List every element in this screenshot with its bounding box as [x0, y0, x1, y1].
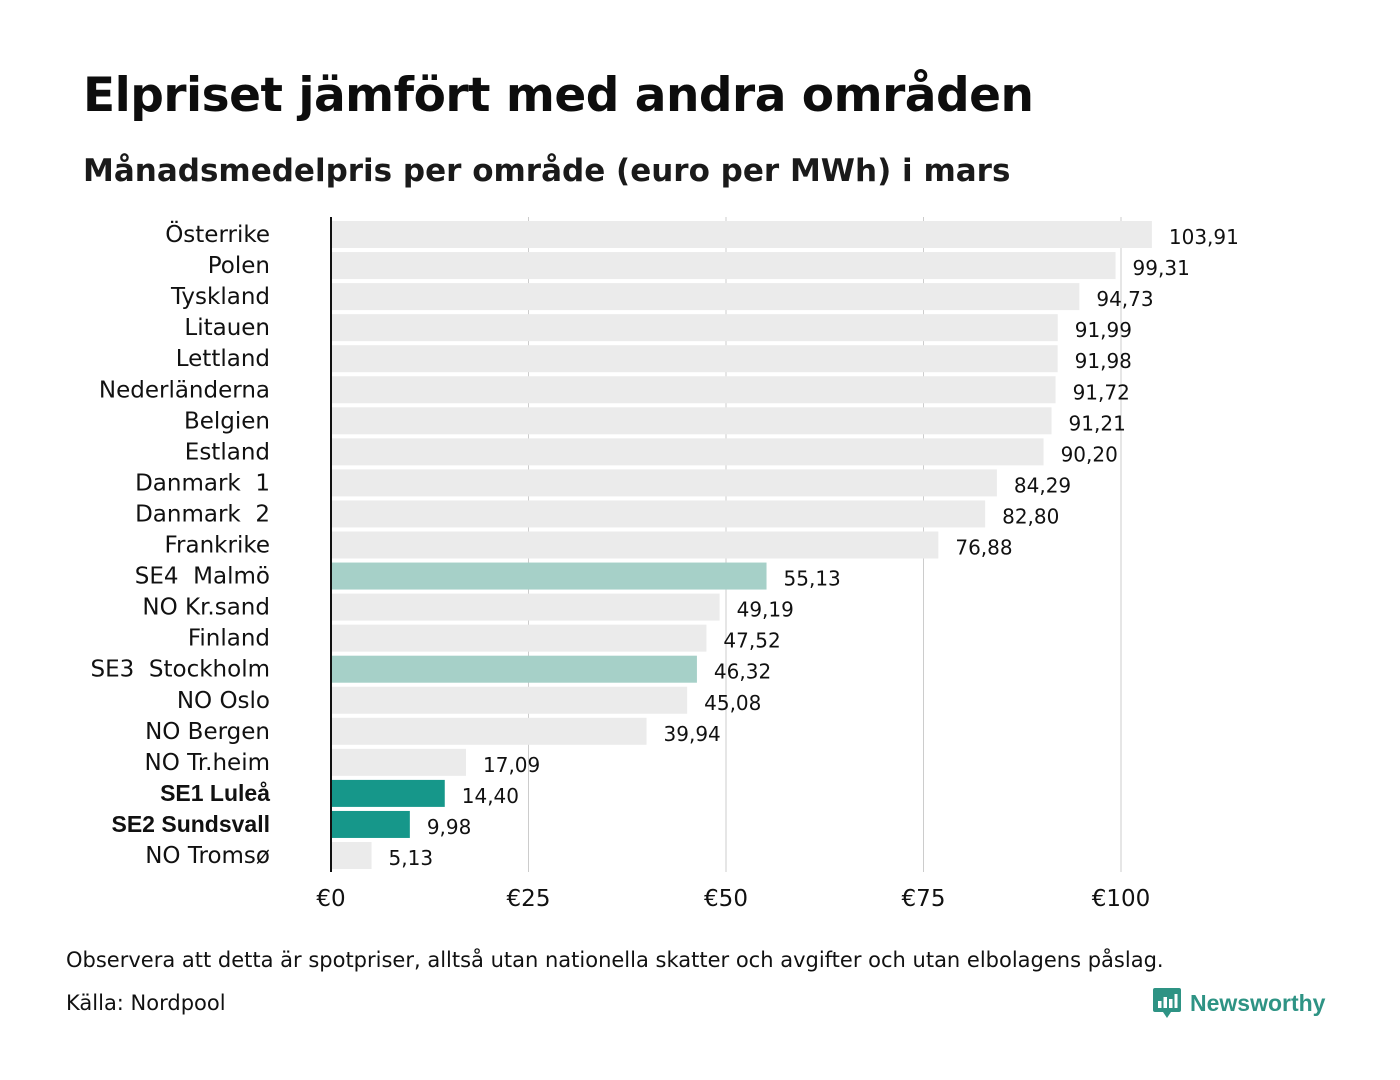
category-label: Belgien	[184, 408, 270, 434]
value-label: 91,99	[1075, 318, 1132, 342]
value-label: 84,29	[1014, 473, 1071, 497]
x-tick-label: €25	[507, 886, 551, 912]
x-tick-label: €75	[902, 886, 946, 912]
category-label: Frankrike	[165, 533, 271, 559]
bar	[331, 252, 1116, 280]
category-label: Litauen	[184, 315, 270, 341]
value-label: 82,80	[1002, 504, 1059, 528]
brand-name: Newsworthy	[1190, 989, 1326, 1016]
value-label: 45,08	[704, 691, 761, 715]
bar	[331, 283, 1080, 311]
brand-logo: Newsworthy	[1152, 986, 1325, 1020]
value-label: 91,21	[1069, 411, 1126, 435]
bar	[331, 438, 1044, 466]
category-label: Danmark 2	[135, 501, 270, 527]
category-label: Österrike	[165, 220, 270, 248]
bar	[331, 345, 1058, 373]
bar	[331, 314, 1058, 342]
value-label: 76,88	[955, 536, 1012, 560]
bar	[331, 407, 1052, 435]
value-label: 17,09	[483, 753, 540, 777]
value-label: 46,32	[714, 660, 771, 684]
value-label: 14,40	[462, 784, 519, 808]
value-label: 91,72	[1073, 380, 1130, 404]
value-label: 91,98	[1075, 349, 1132, 373]
bar	[331, 655, 697, 683]
value-label: 90,20	[1061, 442, 1118, 466]
value-labels: 103,91 99,31 94,73 91,99 91,98 91,72 91,21 90,2…	[389, 225, 1239, 870]
category-label: Danmark 1	[135, 470, 270, 496]
bar	[331, 562, 767, 590]
bar	[331, 500, 986, 528]
category-label: SE2 Sundsvall	[111, 811, 270, 837]
bar	[331, 810, 410, 838]
chart-subtitle: Månadsmedelpris per område (euro per MWh…	[83, 153, 1011, 189]
bar	[331, 842, 372, 869]
bar	[331, 531, 939, 559]
x-tick-label: €100	[1092, 886, 1151, 912]
category-labels: Österrike Polen Tyskland Litauen Lettland Ned…	[91, 220, 271, 869]
value-label: 94,73	[1096, 287, 1153, 311]
source-note: Källa: Nordpool	[66, 991, 226, 1015]
footnote: Observera att detta är spotpriser, allts…	[66, 948, 1164, 972]
bar	[331, 779, 445, 807]
bar	[331, 376, 1056, 404]
bar	[331, 593, 720, 621]
value-label: 99,31	[1133, 256, 1190, 280]
bars	[331, 221, 1152, 869]
value-label: 47,52	[723, 629, 780, 653]
x-tick-label: €50	[704, 886, 748, 912]
x-tick-label: €0	[316, 886, 345, 912]
bar	[331, 469, 997, 497]
category-label: NO Oslo	[177, 688, 270, 714]
category-label: Polen	[208, 253, 270, 279]
category-label: Lettland	[176, 346, 270, 372]
x-axis-tick-labels: €0 €25 €50 €75 €100	[316, 886, 1150, 912]
category-label: NO Tr.heim	[145, 750, 270, 776]
value-label: 5,13	[389, 846, 434, 870]
category-label: Estland	[185, 439, 270, 465]
value-label: 49,19	[737, 598, 794, 622]
category-label: NO Bergen	[145, 719, 270, 745]
category-label: SE1 Luleå	[160, 780, 270, 806]
category-label: Finland	[188, 626, 270, 652]
bar	[331, 624, 707, 652]
chart-title: Elpriset jämfört med andra områden	[83, 68, 1034, 123]
bar-chart-speech-bubble-icon	[1153, 988, 1181, 1018]
category-label: NO Tromsø	[145, 843, 270, 869]
value-label: 39,94	[664, 722, 721, 746]
value-label: 55,13	[784, 567, 841, 591]
bar	[331, 686, 688, 714]
category-label: SE3 Stockholm	[91, 657, 271, 683]
value-label: 9,98	[427, 815, 472, 839]
value-label: 103,91	[1169, 225, 1239, 249]
category-label: Nederländerna	[99, 377, 270, 403]
bar	[331, 221, 1152, 248]
category-label: SE4 Malmö	[135, 564, 270, 590]
bar	[331, 748, 467, 776]
bar	[331, 717, 647, 745]
category-label: Tyskland	[170, 284, 270, 310]
category-label: NO Kr.sand	[142, 595, 270, 621]
